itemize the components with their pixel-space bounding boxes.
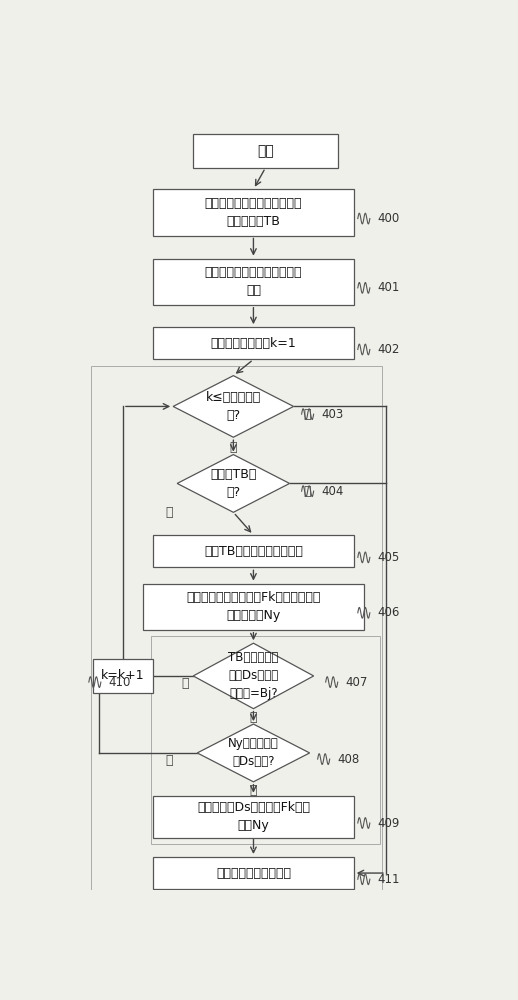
Text: 对目的用户终端进行排顺序、
获得排序表TB: 对目的用户终端进行排顺序、 获得排序表TB — [205, 197, 302, 228]
Text: 410: 410 — [108, 676, 131, 689]
Bar — [93, 659, 153, 693]
Text: 确定目的用户终端的信道数目
需求: 确定目的用户终端的信道数目 需求 — [205, 266, 302, 297]
Text: TB中存在用户
终端Ds的星下
小区号=Bj?: TB中存在用户 终端Ds的星下 小区号=Bj? — [228, 651, 279, 700]
Text: 是: 是 — [250, 711, 257, 724]
Text: 否: 否 — [304, 408, 311, 421]
Text: 开始: 开始 — [257, 144, 274, 158]
Text: 否: 否 — [166, 506, 173, 519]
Text: 输出用户终端分类结果: 输出用户终端分类结果 — [216, 867, 291, 880]
Text: 提取TB中最靠前的用户终端: 提取TB中最靠前的用户终端 — [204, 545, 303, 558]
Text: k≤最大波束数
目?: k≤最大波束数 目? — [206, 391, 261, 422]
Bar — [153, 535, 354, 567]
Bar — [151, 636, 380, 844]
Text: 411: 411 — [377, 873, 399, 886]
Bar — [153, 327, 354, 359]
Polygon shape — [193, 643, 314, 709]
Bar — [153, 857, 354, 889]
Text: 408: 408 — [337, 753, 359, 766]
Text: 404: 404 — [321, 485, 343, 498]
Text: 406: 406 — [377, 606, 399, 619]
Text: k=k+1: k=k+1 — [101, 669, 145, 682]
Text: 是: 是 — [229, 441, 237, 454]
Polygon shape — [177, 455, 290, 512]
Text: 401: 401 — [377, 281, 399, 294]
Text: 创建服务用户终端集合Fk，更新波束的
剩余信道数Ny: 创建服务用户终端集合Fk，更新波束的 剩余信道数Ny — [186, 591, 321, 622]
Text: 初始化波束计数器k=1: 初始化波束计数器k=1 — [210, 337, 296, 350]
Polygon shape — [197, 724, 310, 782]
Text: 407: 407 — [345, 676, 367, 689]
Text: 405: 405 — [377, 551, 399, 564]
Text: 否: 否 — [166, 754, 173, 767]
Text: 409: 409 — [377, 817, 399, 830]
Text: 是: 是 — [304, 485, 311, 498]
Text: 402: 402 — [377, 343, 399, 356]
Polygon shape — [173, 376, 294, 437]
Text: 403: 403 — [321, 408, 343, 421]
Bar — [193, 134, 338, 168]
Bar — [91, 366, 382, 897]
Bar — [153, 796, 354, 838]
Bar — [153, 259, 354, 305]
Bar — [143, 584, 364, 630]
Text: 将用户终端Ds加入集合Fk，并
更新Ny: 将用户终端Ds加入集合Fk，并 更新Ny — [197, 801, 310, 832]
Text: 否: 否 — [182, 677, 189, 690]
Text: 是: 是 — [250, 784, 257, 797]
Bar — [153, 189, 354, 235]
Text: Ny满足用户终
端Ds需求?: Ny满足用户终 端Ds需求? — [228, 737, 279, 768]
Text: 排序表TB为
空?: 排序表TB为 空? — [210, 468, 256, 499]
Text: 400: 400 — [377, 212, 399, 225]
